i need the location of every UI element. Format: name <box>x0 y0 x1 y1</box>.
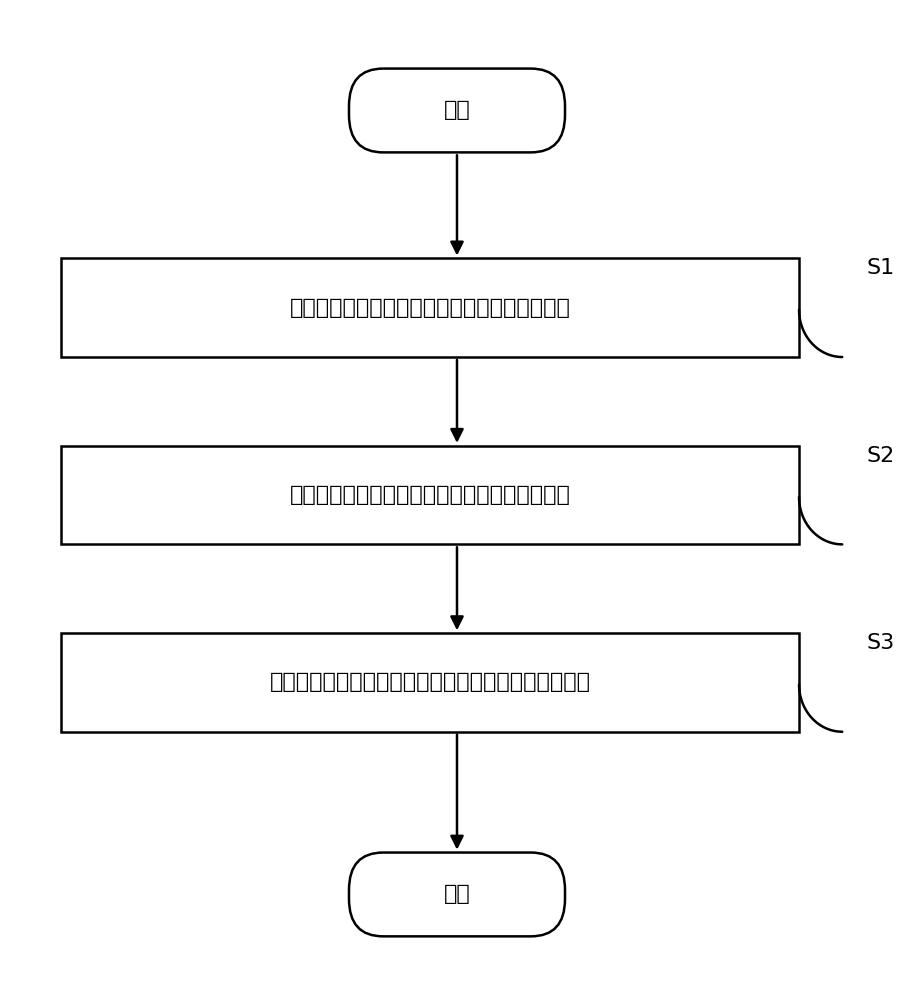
Text: S3: S3 <box>866 633 895 653</box>
Text: S1: S1 <box>866 258 895 278</box>
Bar <box>61 258 799 357</box>
Text: 分别确定两类节点的调度序列，从而得到最终调度序列: 分别确定两类节点的调度序列，从而得到最终调度序列 <box>270 672 590 692</box>
Text: 根据建立的模型，使用贪婪算法把节点分为两类: 根据建立的模型，使用贪婪算法把节点分为两类 <box>290 485 570 505</box>
FancyBboxPatch shape <box>349 69 565 152</box>
FancyBboxPatch shape <box>349 853 565 936</box>
Text: S2: S2 <box>866 446 895 466</box>
Text: 结束: 结束 <box>443 884 471 904</box>
Text: 检查充电请求信息，并建立相应的加权拟阵模型: 检查充电请求信息，并建立相应的加权拟阵模型 <box>290 298 570 318</box>
Bar <box>61 446 799 544</box>
Text: 开始: 开始 <box>443 100 471 120</box>
Bar <box>61 633 799 732</box>
